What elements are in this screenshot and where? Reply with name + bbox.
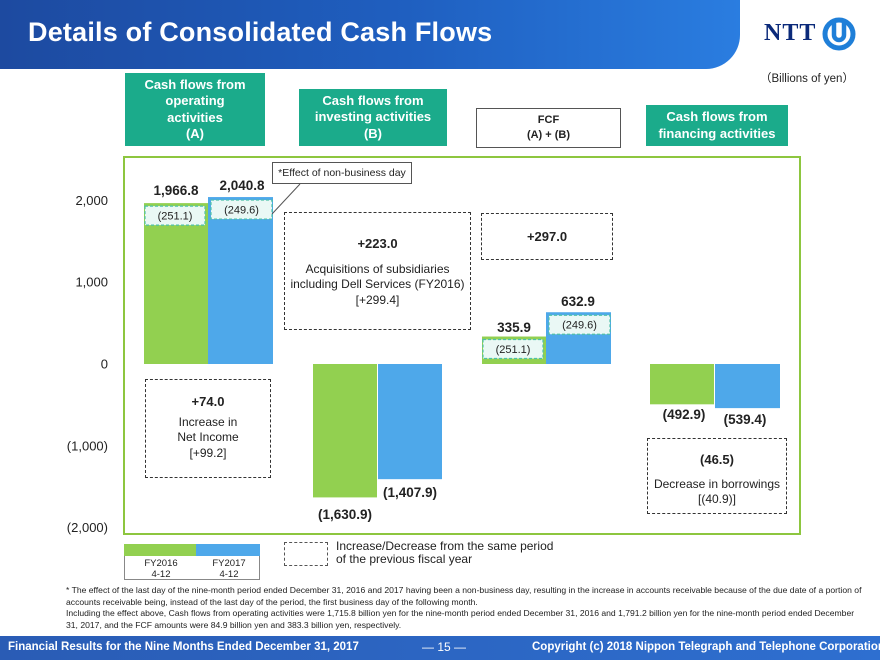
footer: Financial Results for the Nine Months En… (0, 636, 880, 660)
category-operating-line3: activities (167, 109, 223, 125)
note-investing: +223.0 Acquisitions of subsidiaries incl… (284, 212, 471, 330)
legend-label-fy2017-line2: 4-12 (219, 569, 239, 580)
effect-box-fy2017-2 (548, 314, 611, 335)
note-financing-line2: [(40.9)] (697, 492, 736, 506)
note-operating-line2: Net Income (177, 430, 239, 444)
bar-fy2017-0 (208, 197, 273, 364)
category-operating-line1: Cash flows from (144, 76, 246, 92)
bar-fy2017-1 (378, 364, 442, 480)
category-fcf: FCF (A) + (B) (476, 108, 621, 148)
ntt-loop-icon (822, 17, 856, 51)
y-tick-label-2: 0 (101, 357, 108, 372)
category-fcf-line2: (A) + (B) (526, 129, 571, 141)
note-investing-line2: including Dell Services (FY2016) (290, 277, 465, 291)
category-investing: Cash flows from investing activities (B) (299, 89, 447, 146)
bar-fy2016-1 (313, 364, 377, 498)
note-financing-change: (46.5) (700, 452, 734, 467)
legend-dashed-label: Increase/Decrease from the same period o… (336, 539, 554, 566)
note-investing-line1: Acquisitions of subsidiaries (305, 261, 450, 276)
note-investing-change: +223.0 (357, 236, 398, 251)
note-investing-line3: [+299.4] (355, 292, 400, 307)
legend-label-fy2016: FY2016 4-12 (125, 558, 197, 580)
category-investing-line1: Cash flows from (322, 92, 424, 108)
effect-label-fy2016-2: (251.1) (496, 344, 531, 356)
effect-label-fy2017-2: (249.6) (562, 320, 597, 332)
page-title: Details of Consolidated Cash Flows (28, 17, 493, 47)
legend-label-fy2016-line1: FY2016 (144, 558, 178, 569)
legend-label-fy2017-line1: FY2017 (212, 558, 246, 569)
category-investing-line3: (B) (363, 125, 383, 141)
category-operating: Cash flows from operating activities (A) (125, 73, 265, 146)
note-operating-line3: [+99.2] (189, 445, 227, 460)
value-label-fy2016-0: 1,966.8 (153, 183, 199, 198)
category-operating-line2: operating (165, 93, 225, 108)
note-financing: (46.5) Decrease in borrowings [(40.9)] (647, 438, 787, 514)
value-label-fy2017-1: (1,407.9) (383, 485, 437, 500)
legend-dashed-swatch (284, 542, 328, 566)
bar-fy2016-0 (144, 203, 208, 364)
category-operating-line4: (A) (185, 126, 205, 141)
note-financing-line1: Decrease in borrowings (653, 476, 781, 491)
page-number: — 15 — (422, 640, 467, 654)
effect-label-fy2016-0: (251.1) (158, 211, 193, 223)
unit-label: （Billions of yen） (760, 73, 854, 85)
callout-non-business-day: *Effect of non-business day (272, 162, 412, 184)
bar-fy2017-3 (715, 364, 780, 409)
callout-leader-line (271, 183, 301, 215)
effect-box-fy2016-2 (482, 338, 544, 360)
note-operating-line1: Increase in (178, 414, 238, 429)
effect-box-fy2016-0 (144, 205, 206, 226)
legend-label-fy2017: FY2017 4-12 (197, 558, 261, 580)
legend-label-fy2016-line2: 4-12 (151, 569, 171, 580)
value-label-group: 1,966.8 (1,630.9) 335.9 (492.9) 2,040.8 (1,40… (153, 178, 766, 522)
footer-copyright: Copyright (c) 2018 Nippon Telegraph and … (532, 641, 880, 653)
value-label-fy2016-2: 335.9 (497, 320, 531, 335)
y-tick-label-3: (1,000) (67, 438, 108, 453)
value-label-fy2017-2: 632.9 (561, 294, 595, 309)
header-band (0, 0, 740, 69)
category-financing-line1: Cash flows from (666, 109, 768, 124)
header: Details of Consolidated Cash Flows NTT (0, 0, 880, 69)
footnote-line2: Including the effect above, Cash flows f… (66, 608, 855, 630)
category-fcf-line1: FCF (537, 114, 560, 126)
legend-swatch-fy2016 (124, 544, 196, 556)
note-operating: +74.0 Increase in Net Income [+99.2] (145, 379, 271, 478)
note-operating-change: +74.0 (191, 394, 225, 409)
legend-swatches (124, 544, 260, 556)
y-tick-label-1: 1,000 (75, 275, 108, 290)
category-investing-line2: investing activities (314, 109, 432, 125)
footnote-line1: * The effect of the last day of the nine… (66, 585, 862, 607)
category-financing: Cash flows from financing activities (646, 105, 788, 146)
y-tick-label-0: 2,000 (75, 193, 108, 208)
effect-box-fy2017-0 (210, 199, 273, 220)
chart-frame (123, 156, 801, 535)
footnote: * The effect of the last day of the nine… (66, 585, 866, 631)
y-tick-label-4: (2,000) (67, 520, 108, 535)
legend-labels: FY2016 4-12 FY2017 4-12 (124, 556, 260, 580)
note-fcf-change: +297.0 (526, 229, 568, 244)
bar-fy2016-3 (650, 364, 714, 405)
footer-report-title: Financial Results for the Nine Months En… (8, 641, 359, 653)
category-financing-line2: financing activities (658, 125, 776, 141)
value-label-fy2017-3: (539.4) (724, 412, 767, 427)
value-label-fy2016-1: (1,630.9) (318, 507, 372, 522)
ntt-logo: NTT (764, 13, 864, 55)
note-fcf: +297.0 (481, 213, 613, 260)
effect-group: (251.1) (251.1) (249.6) (249.6) (144, 199, 611, 360)
legend-swatch-fy2017 (196, 544, 260, 556)
y-axis: 2,000 1,000 0 (1,000) (2,000) (67, 193, 108, 535)
value-label-fy2017-0: 2,040.8 (219, 178, 265, 193)
value-label-fy2016-3: (492.9) (663, 407, 706, 422)
logo-text: NTT (764, 20, 817, 46)
effect-label-fy2017-0: (249.6) (224, 205, 259, 217)
